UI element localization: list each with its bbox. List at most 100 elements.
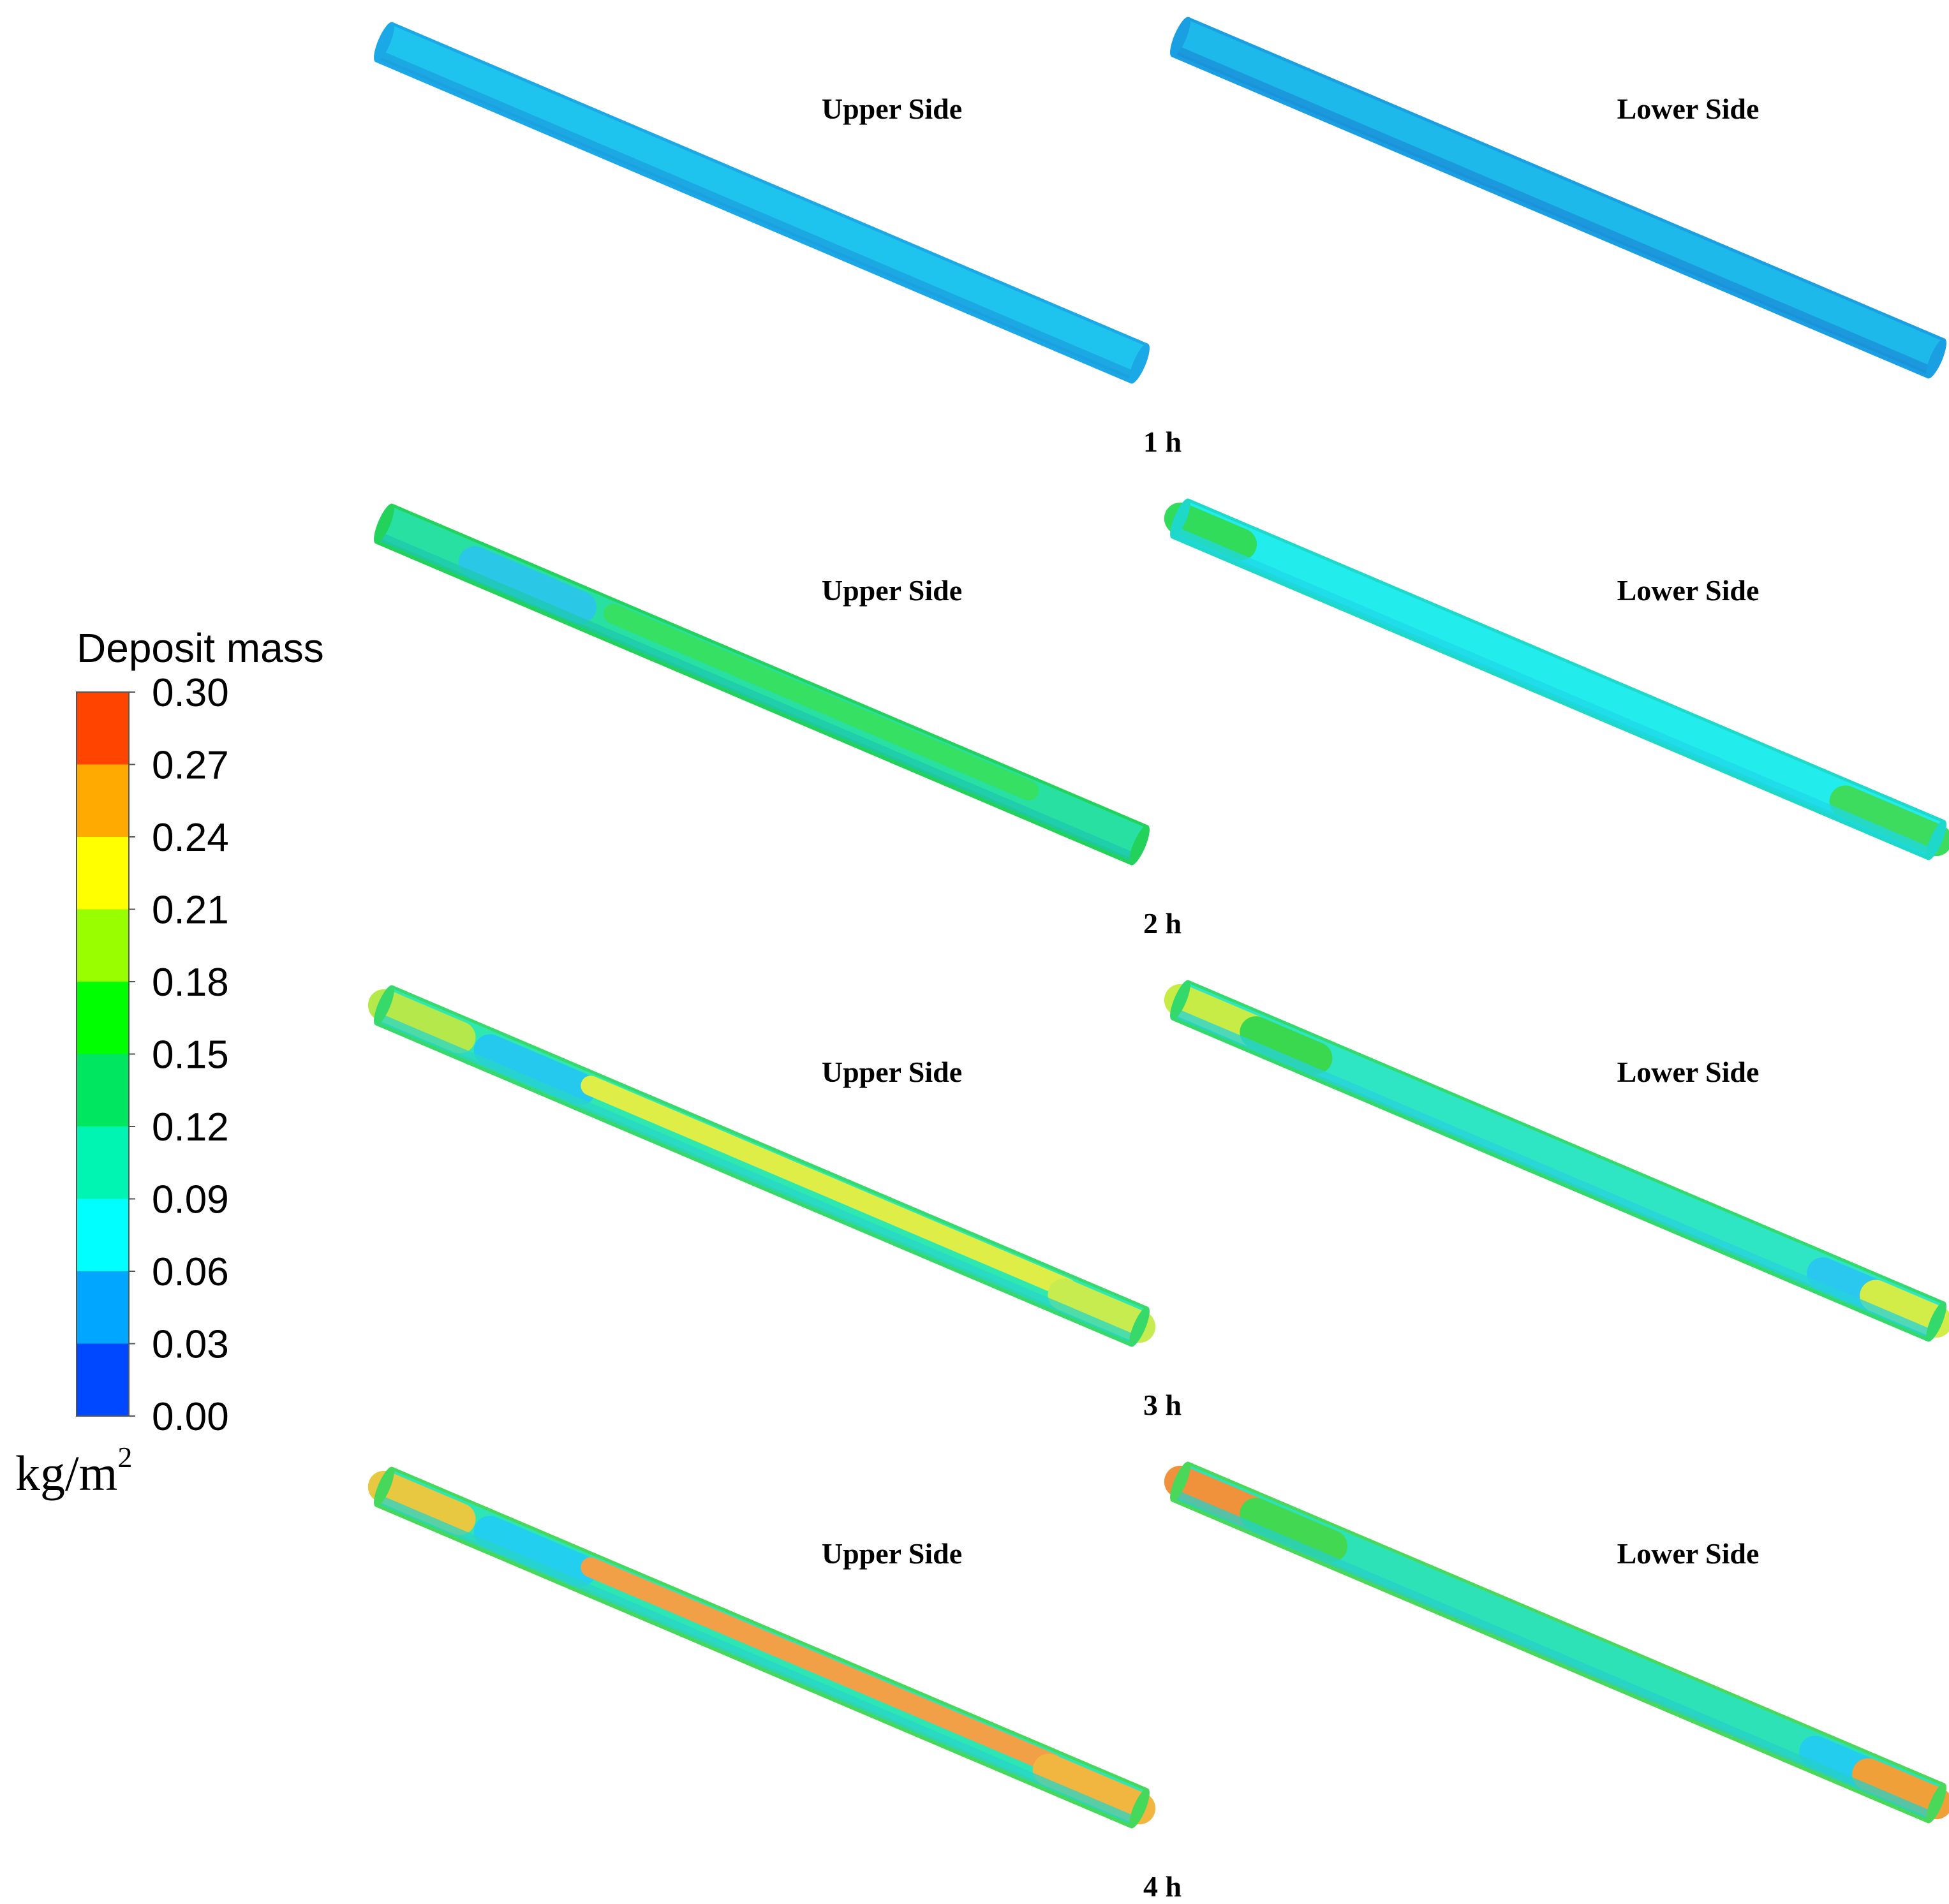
contour-patch bbox=[1860, 1280, 1949, 1338]
legend-tick-label: 0.30 bbox=[152, 671, 229, 715]
pipe-inlet-cap bbox=[1170, 498, 1190, 539]
pipe-outlet-cap bbox=[1129, 343, 1150, 384]
contour-patch bbox=[581, 1557, 1062, 1774]
pipe-outlet-cap bbox=[1926, 338, 1946, 379]
pipe-inlet-cap bbox=[374, 503, 394, 544]
pipe-panel: Upper Side bbox=[374, 503, 1150, 866]
legend-band bbox=[77, 1126, 129, 1199]
contour-patch bbox=[1829, 785, 1949, 857]
time-row: Upper Side Lower Side 4 h bbox=[367, 1461, 1949, 1903]
pipe-outlet-cap bbox=[1926, 1301, 1946, 1342]
pipe-panel: Upper Side bbox=[374, 22, 1150, 384]
pipe-contour bbox=[1164, 1461, 1949, 1824]
time-row: Upper Side Lower Side 1 h bbox=[374, 17, 1946, 458]
legend-tick-label: 0.15 bbox=[152, 1033, 229, 1077]
pipe-contour bbox=[367, 1466, 1156, 1829]
pipe-shading bbox=[376, 531, 1136, 862]
legend-tick-label: 0.21 bbox=[152, 889, 229, 933]
pipe-shading bbox=[376, 1494, 1136, 1825]
legend-tick-label: 0.03 bbox=[152, 1323, 229, 1367]
pipe-shading bbox=[1173, 526, 1933, 857]
legend-unit: kg/m2 bbox=[15, 1441, 132, 1501]
legend-band bbox=[77, 982, 129, 1054]
contour-patch bbox=[1852, 1758, 1949, 1820]
legend-band bbox=[77, 1199, 129, 1271]
pipe-contour bbox=[1170, 17, 1946, 379]
pipe-shading bbox=[1173, 45, 1933, 375]
pipe-body bbox=[1174, 20, 1944, 373]
contour-patch bbox=[1240, 1498, 1348, 1562]
legend-ticks: 0.30 0.27 0.24 0.21 0.18 0.15 0.12 0.09 0.06 0.03… bbox=[129, 671, 229, 1439]
contour-patch bbox=[1240, 1016, 1333, 1074]
pipe-panel: Upper Side bbox=[367, 1466, 1156, 1829]
contour-patch bbox=[1048, 1278, 1156, 1343]
pipe-contour bbox=[1164, 980, 1949, 1342]
time-label: 4 h bbox=[1143, 1870, 1182, 1903]
pipe-panel: Upper Side bbox=[367, 985, 1156, 1347]
pipe-contour bbox=[374, 503, 1150, 866]
contour-patch bbox=[1032, 1753, 1156, 1825]
legend-unit-exponent: 2 bbox=[117, 1441, 132, 1473]
pipe-panel: Lower Side bbox=[1164, 498, 1949, 860]
legend-color-bar bbox=[76, 691, 130, 1417]
contour-patch bbox=[581, 1075, 1077, 1299]
side-label: Upper Side bbox=[822, 92, 962, 125]
legend-band bbox=[77, 1054, 129, 1126]
time-row: Upper Side Lower Side 2 h bbox=[374, 498, 1949, 940]
pipe-outlet-cap bbox=[1926, 1783, 1946, 1824]
pipe-inlet-cap bbox=[1170, 980, 1190, 1021]
pipe-outlet-cap bbox=[1129, 1306, 1150, 1347]
legend-band bbox=[77, 909, 129, 982]
time-label: 1 h bbox=[1143, 425, 1182, 458]
side-label: Lower Side bbox=[1617, 1537, 1760, 1570]
pipe-shading bbox=[1173, 1008, 1933, 1338]
pipe-inlet-cap bbox=[374, 1466, 394, 1507]
legend-band bbox=[77, 692, 129, 765]
side-label: Lower Side bbox=[1617, 1056, 1760, 1088]
legend-band bbox=[77, 764, 129, 837]
contour-patch bbox=[458, 546, 597, 624]
time-label: 3 h bbox=[1143, 1389, 1182, 1421]
pipe-body bbox=[378, 25, 1147, 378]
pipe-panel: Lower Side bbox=[1164, 1461, 1949, 1824]
contour-patch bbox=[367, 1470, 476, 1535]
pipe-contour bbox=[374, 22, 1150, 384]
pipe-rows: Upper Side Lower Side 1 h Upper Side Lower S… bbox=[367, 17, 1949, 1903]
pipe-inlet-cap bbox=[374, 985, 394, 1026]
side-label: Upper Side bbox=[822, 1056, 962, 1088]
pipe-panel: Lower Side bbox=[1164, 980, 1949, 1342]
contour-patch bbox=[473, 1516, 597, 1587]
legend-band bbox=[77, 1271, 129, 1344]
pipe-inlet-cap bbox=[374, 22, 394, 63]
pipe-inlet-cap bbox=[1170, 17, 1190, 57]
pipe-outlet-cap bbox=[1129, 825, 1150, 866]
side-label: Upper Side bbox=[822, 574, 962, 607]
contour-patch bbox=[473, 1034, 597, 1105]
pipe-shading bbox=[1173, 1489, 1933, 1820]
pipe-contour bbox=[367, 985, 1156, 1347]
legend-tick-label: 0.09 bbox=[152, 1178, 229, 1222]
time-row: Upper Side Lower Side 3 h bbox=[367, 980, 1949, 1421]
time-label: 2 h bbox=[1143, 907, 1182, 940]
legend-tick-label: 0.12 bbox=[152, 1105, 229, 1149]
pipe-outlet-cap bbox=[1129, 1788, 1150, 1829]
legend-tick-label: 0.06 bbox=[152, 1250, 229, 1294]
legend: Deposit mass 0.30 0.27 0.24 0.21 0.18 0.15 0.1… bbox=[15, 625, 324, 1501]
pipe-contour bbox=[1164, 498, 1949, 860]
contour-patch bbox=[1164, 502, 1257, 561]
side-label: Lower Side bbox=[1617, 92, 1760, 125]
legend-tick-label: 0.27 bbox=[152, 744, 229, 788]
pipe-shading bbox=[376, 50, 1136, 380]
contour-patch bbox=[603, 603, 1039, 801]
legend-title: Deposit mass bbox=[77, 625, 324, 671]
legend-band bbox=[77, 1343, 129, 1416]
legend-tick-label: 0.00 bbox=[152, 1395, 229, 1439]
side-label: Upper Side bbox=[822, 1537, 962, 1570]
pipe-body bbox=[1174, 501, 1944, 854]
pipe-shading bbox=[376, 1013, 1136, 1343]
legend-unit-base: kg/m bbox=[15, 1445, 117, 1501]
legend-tick-label: 0.24 bbox=[152, 816, 229, 860]
legend-band bbox=[77, 837, 129, 910]
legend-tick-label: 0.18 bbox=[152, 961, 229, 1005]
